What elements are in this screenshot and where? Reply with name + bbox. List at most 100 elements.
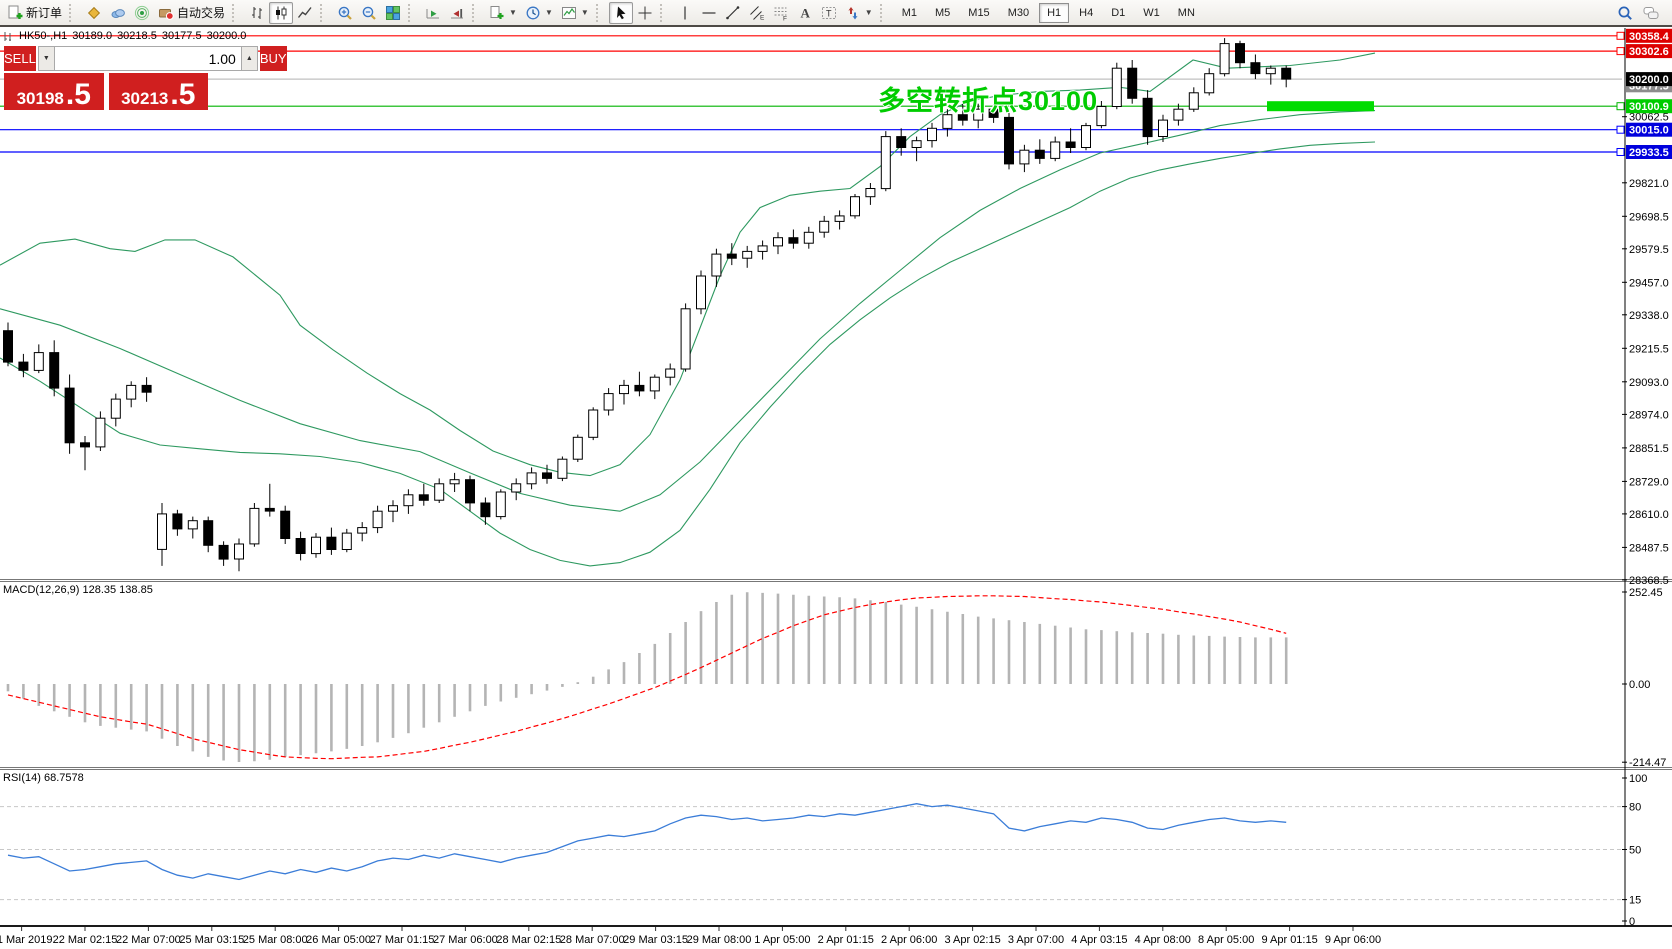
svg-text:26 Mar 05:00: 26 Mar 05:00 (306, 934, 371, 946)
crosshair-icon (637, 5, 653, 21)
new-order-button[interactable]: 新订单 (3, 2, 66, 24)
bar-chart-button[interactable] (245, 2, 269, 24)
svg-text:50: 50 (1629, 845, 1641, 857)
timeframe-H1-button[interactable]: H1 (1039, 2, 1070, 23)
chart-window-header: HK50-,H1 30189.0 30218.5 30177.5 30200.0 (3, 30, 246, 42)
buy-button[interactable]: BUY (259, 46, 287, 71)
bar-close-value: 30200.0 (206, 30, 247, 42)
text-button[interactable]: A (793, 2, 817, 24)
new-order-button-label: 新订单 (26, 6, 63, 20)
svg-text:28974.0: 28974.0 (1629, 409, 1669, 421)
trendline-button[interactable] (721, 2, 745, 24)
toolbar-separator (659, 3, 669, 22)
svg-text:30302.6: 30302.6 (1629, 46, 1669, 58)
svg-text:30200.0: 30200.0 (1629, 74, 1669, 86)
arrows-icon (845, 5, 861, 21)
sell-button[interactable]: SELL (4, 46, 36, 71)
timeframe-M15-button[interactable]: M15 (968, 6, 990, 19)
search-icon (1617, 5, 1633, 21)
timeframe-D1-button[interactable]: D1 (1111, 6, 1126, 19)
volume-input[interactable] (54, 46, 241, 71)
svg-text:9 Apr 01:15: 9 Apr 01:15 (1261, 934, 1317, 946)
svg-text:30358.4: 30358.4 (1629, 31, 1670, 43)
svg-text:29579.5: 29579.5 (1629, 244, 1669, 256)
channel-icon: E (749, 5, 765, 21)
svg-text:4 Apr 08:00: 4 Apr 08:00 (1135, 934, 1191, 946)
timeframe-H4-button[interactable]: H4 (1079, 6, 1094, 19)
svg-text:2 Apr 01:15: 2 Apr 01:15 (818, 934, 874, 946)
bar-low-value: 30177.5 (161, 30, 202, 42)
candlestick-icon (273, 5, 289, 21)
text-label-button[interactable]: T (817, 2, 841, 24)
svg-text:F: F (783, 15, 787, 21)
one-click-trade-panel: SELL ▼ ▲ BUY 30198 .5 30213 .5 (4, 46, 287, 110)
volume-decrease-button[interactable]: ▼ (37, 46, 55, 71)
svg-text:8 Apr 05:00: 8 Apr 05:00 (1198, 934, 1254, 946)
toolbar-separator (69, 3, 78, 22)
timeframe-MN-button[interactable]: MN (1177, 6, 1195, 19)
ask-price-button[interactable]: 30213 .5 (108, 73, 208, 110)
horizontal-line-icon (701, 5, 717, 21)
autotrade-button[interactable]: 自动交易 (154, 2, 229, 24)
equidistant-channel-button[interactable]: E (745, 2, 769, 24)
auto-scroll-icon (425, 5, 441, 21)
svg-text:30015.0: 30015.0 (1629, 125, 1669, 137)
toolbar-separator (408, 3, 417, 22)
volume-increase-button[interactable]: ▲ (240, 46, 258, 71)
auto-scroll-button[interactable] (421, 2, 445, 24)
bid-price-button[interactable]: 30198 .5 (4, 73, 104, 110)
svg-text:9 Apr 06:00: 9 Apr 06:00 (1325, 934, 1381, 946)
fibonacci-button[interactable]: F (769, 2, 793, 24)
period-clock-icon (525, 5, 541, 21)
chart-shift-button[interactable] (445, 2, 469, 24)
svg-text:28851.5: 28851.5 (1629, 443, 1669, 455)
svg-text:27 Mar 06:00: 27 Mar 06:00 (433, 934, 498, 946)
cursor-button[interactable] (608, 1, 633, 24)
cursor-icon (613, 5, 629, 21)
chat-button[interactable] (1643, 5, 1659, 21)
horizontal-line-button[interactable] (697, 2, 721, 24)
chevron-down-icon: ▼ (509, 8, 517, 17)
arrows-button[interactable]: ▼ (841, 2, 877, 24)
templates-button[interactable]: ▼ (557, 2, 593, 24)
svg-text:29338.0: 29338.0 (1629, 310, 1669, 322)
timeframe-M30-button[interactable]: M30 (1007, 6, 1030, 19)
crosshair-button[interactable] (633, 2, 657, 24)
main-toolbar: 新订单 自动交易 ▼ ▼ ▼ E F A T ▼ M1 M5 M15 M30 H1 H4 D1 W1 MN (0, 0, 1672, 27)
toolbar-separator (879, 3, 889, 22)
signal-icon (134, 5, 150, 21)
chevron-down-icon: ▼ (544, 8, 553, 17)
svg-text:21 Mar 2019: 21 Mar 2019 (0, 934, 52, 946)
svg-text:30100.9: 30100.9 (1629, 101, 1669, 113)
vertical-line-button[interactable] (673, 2, 697, 24)
candlestick-button[interactable] (269, 1, 294, 24)
svg-text:29 Mar 08:00: 29 Mar 08:00 (687, 934, 752, 946)
svg-text:1 Apr 05:00: 1 Apr 05:00 (754, 934, 810, 946)
community-button[interactable] (106, 2, 130, 24)
new-chart-button[interactable]: ▼ (485, 2, 521, 24)
search-button[interactable] (1617, 5, 1633, 21)
symbol-period-label: HK50-,H1 (19, 30, 68, 42)
svg-text:T: T (826, 8, 832, 18)
line-chart-button[interactable] (293, 2, 317, 24)
tile-windows-button[interactable] (381, 2, 405, 24)
timeframe-M1-button[interactable]: M1 (901, 6, 917, 19)
signals-button[interactable] (130, 2, 154, 24)
svg-text:29933.5: 29933.5 (1629, 147, 1669, 159)
svg-text:27 Mar 01:15: 27 Mar 01:15 (370, 934, 435, 946)
new-order-icon (7, 5, 23, 21)
svg-text:25 Mar 03:15: 25 Mar 03:15 (179, 934, 244, 946)
zoom-in-button[interactable] (333, 2, 357, 24)
timeframe-W1-button[interactable]: W1 (1143, 6, 1160, 19)
macd-indicator-label: MACD(12,26,9) 128.35 138.85 (3, 584, 153, 596)
quick-trade-button[interactable] (82, 2, 106, 24)
periods-button[interactable]: ▼ (521, 2, 557, 24)
chevron-down-icon: ▼ (580, 8, 589, 17)
chart-window-icon (3, 31, 14, 42)
rsi-indicator-label: RSI(14) 68.7578 (3, 772, 84, 784)
timeframe-M5-button[interactable]: M5 (935, 6, 951, 19)
toolbar-separator (472, 3, 481, 22)
svg-text:22 Mar 02:15: 22 Mar 02:15 (53, 934, 118, 946)
zoom-out-button[interactable] (357, 2, 381, 24)
